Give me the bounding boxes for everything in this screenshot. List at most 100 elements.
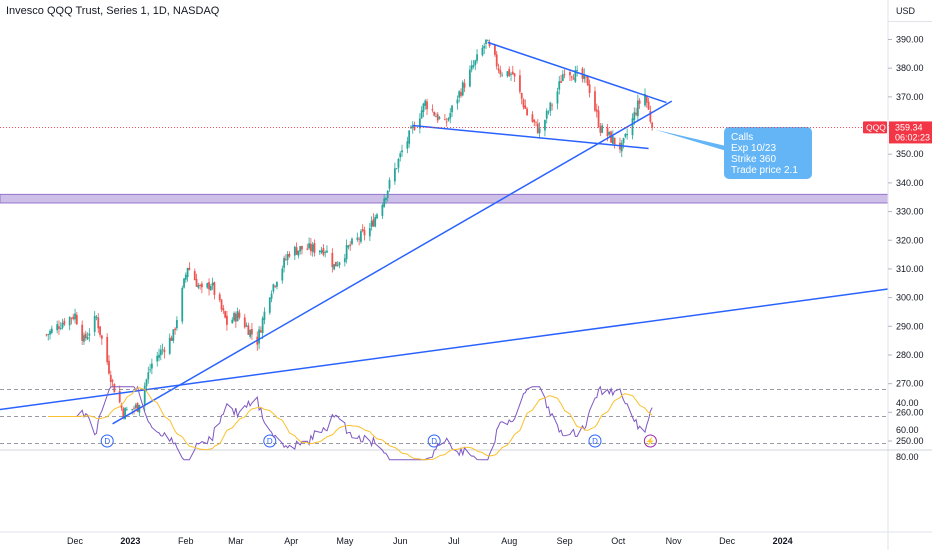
candle-body bbox=[597, 110, 600, 127]
candle bbox=[351, 237, 353, 246]
candle bbox=[268, 296, 271, 315]
candle bbox=[533, 119, 536, 127]
candle-body bbox=[100, 335, 103, 339]
candle bbox=[199, 283, 202, 290]
candle-body bbox=[526, 108, 528, 116]
callout-line: Strike 360 bbox=[731, 154, 776, 165]
time-tick-label: Jul bbox=[448, 536, 460, 546]
candle bbox=[68, 316, 71, 331]
candle-body bbox=[99, 326, 101, 336]
candle bbox=[551, 103, 553, 111]
candle-body bbox=[345, 245, 348, 260]
candle bbox=[72, 313, 75, 321]
candle-body bbox=[522, 99, 525, 108]
candle bbox=[386, 190, 389, 202]
candle bbox=[88, 328, 91, 342]
candle bbox=[361, 224, 364, 233]
candle-body bbox=[118, 390, 121, 403]
event-label: D bbox=[592, 437, 598, 446]
price-tick-label: 250.00 bbox=[896, 436, 924, 446]
candle bbox=[259, 326, 262, 333]
candle bbox=[222, 304, 225, 314]
candle-body bbox=[299, 246, 302, 252]
candle-body bbox=[501, 74, 503, 76]
candle-body bbox=[81, 324, 84, 341]
candle bbox=[524, 99, 527, 109]
candle bbox=[649, 105, 652, 124]
candle-body bbox=[58, 326, 60, 329]
candle bbox=[118, 385, 121, 404]
rsi-tick-label: 60.00 bbox=[896, 425, 919, 435]
candle bbox=[109, 370, 112, 387]
candle-body bbox=[524, 105, 527, 109]
candle-body bbox=[360, 231, 362, 242]
candle bbox=[120, 402, 123, 411]
candle-body bbox=[424, 100, 427, 106]
candle-body bbox=[572, 78, 575, 80]
candle bbox=[513, 73, 516, 82]
candle-body bbox=[388, 179, 391, 189]
candle bbox=[399, 151, 402, 162]
candle bbox=[172, 329, 175, 344]
candle bbox=[197, 282, 200, 290]
candle-body bbox=[420, 110, 423, 119]
candle bbox=[143, 382, 146, 412]
candle-body bbox=[320, 250, 323, 253]
candle-body bbox=[445, 121, 448, 123]
candle-body bbox=[401, 150, 403, 153]
candle bbox=[297, 250, 300, 259]
candle-body bbox=[324, 251, 327, 253]
candle-body bbox=[635, 112, 637, 115]
candle-body bbox=[234, 313, 237, 322]
candle bbox=[597, 105, 600, 129]
candle bbox=[426, 98, 428, 115]
candle-body bbox=[111, 380, 114, 382]
candle bbox=[585, 76, 587, 84]
candle bbox=[301, 245, 303, 255]
candle bbox=[261, 316, 264, 340]
candle bbox=[247, 322, 250, 335]
candle bbox=[424, 99, 427, 110]
candle-body bbox=[238, 312, 241, 318]
time-tick-label: Apr bbox=[284, 536, 298, 546]
candle-body bbox=[125, 409, 128, 411]
candle-body bbox=[109, 375, 112, 383]
candle-body bbox=[569, 72, 571, 76]
candle-body bbox=[268, 297, 271, 313]
candle-body bbox=[351, 238, 353, 245]
candle-body bbox=[399, 153, 402, 158]
candle-body bbox=[647, 101, 650, 110]
candle-body bbox=[511, 71, 514, 75]
event-marker: D bbox=[100, 434, 114, 448]
candle-body bbox=[195, 279, 198, 287]
candle-body bbox=[59, 327, 62, 330]
candle-body bbox=[259, 330, 262, 333]
currency-label[interactable]: USD bbox=[888, 0, 932, 22]
candle bbox=[494, 44, 496, 57]
candle bbox=[372, 213, 375, 227]
candle-body bbox=[322, 248, 325, 255]
candle-body bbox=[624, 133, 627, 137]
candle-body bbox=[349, 244, 352, 246]
candle bbox=[349, 240, 352, 251]
candle bbox=[456, 95, 459, 110]
candle bbox=[431, 104, 434, 113]
candle bbox=[270, 290, 273, 303]
candle-body bbox=[638, 100, 641, 104]
candle bbox=[470, 60, 473, 73]
candle bbox=[501, 72, 503, 77]
candle bbox=[476, 49, 478, 64]
time-tick-label: Jun bbox=[393, 536, 408, 546]
trendlines bbox=[0, 41, 889, 425]
candle-body bbox=[601, 125, 604, 133]
candle-body bbox=[343, 258, 346, 263]
candle bbox=[309, 238, 312, 256]
candle-body bbox=[576, 70, 579, 71]
candle bbox=[538, 122, 541, 139]
candle-body bbox=[295, 247, 298, 255]
candle bbox=[111, 378, 114, 387]
candle bbox=[195, 273, 198, 287]
